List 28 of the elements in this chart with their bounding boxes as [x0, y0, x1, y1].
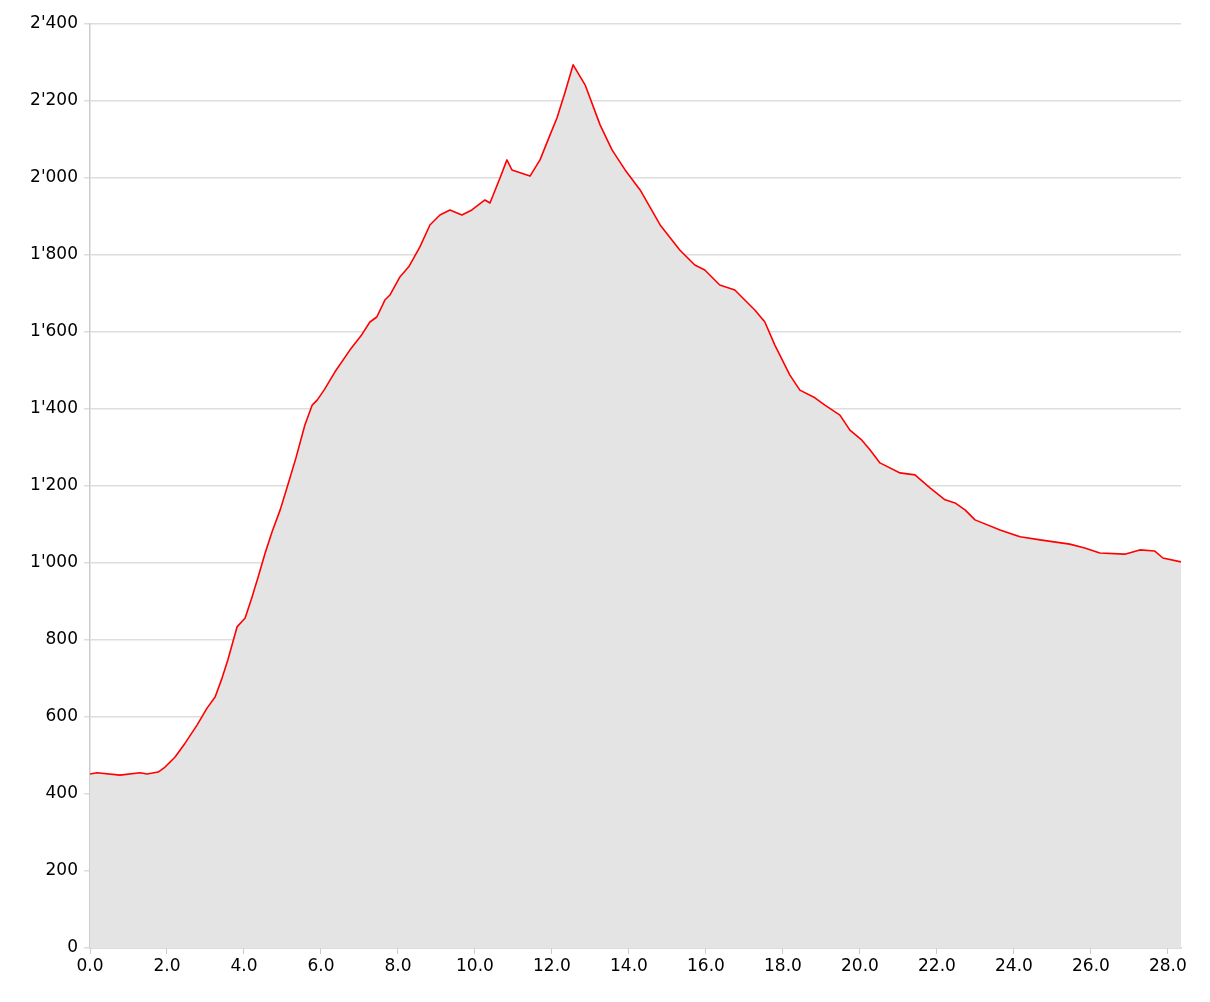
x-tick-label: 28.0	[1148, 954, 1187, 975]
x-tick-label: 26.0	[1071, 954, 1110, 975]
x-tick-label: 6.0	[307, 954, 335, 975]
x-tick-label: 4.0	[230, 954, 258, 975]
x-tick-label: 8.0	[384, 954, 412, 975]
y-tick-label: 1'000	[30, 551, 78, 572]
y-tick-label: 2'400	[30, 12, 78, 33]
x-tick-label: 12.0	[533, 954, 571, 975]
y-tick-label: 1'200	[30, 474, 78, 495]
x-tick-label: 18.0	[764, 954, 802, 975]
y-tick-label: 2'200	[30, 89, 78, 110]
x-tick-label: 24.0	[994, 954, 1033, 975]
y-tick-label: 2'000	[30, 166, 78, 187]
x-tick-label: 14.0	[610, 954, 648, 975]
y-tick-label: 200	[45, 859, 78, 880]
x-tick-label: 22.0	[918, 954, 956, 975]
y-tick-label: 1'800	[30, 243, 78, 264]
x-tick-label: 16.0	[687, 954, 725, 975]
y-tick-label: 600	[45, 705, 78, 726]
x-tick-label: 20.0	[841, 954, 879, 975]
y-tick-label: 400	[45, 782, 78, 803]
y-tick-label: 0	[67, 936, 78, 957]
x-tick-label: 2.0	[153, 954, 181, 975]
y-tick-label: 800	[45, 628, 78, 649]
y-tick-label: 1'400	[30, 397, 78, 418]
x-tick-label: 10.0	[456, 954, 494, 975]
x-tick-label: 0.0	[76, 954, 104, 975]
y-tick-label: 1'600	[30, 320, 78, 341]
